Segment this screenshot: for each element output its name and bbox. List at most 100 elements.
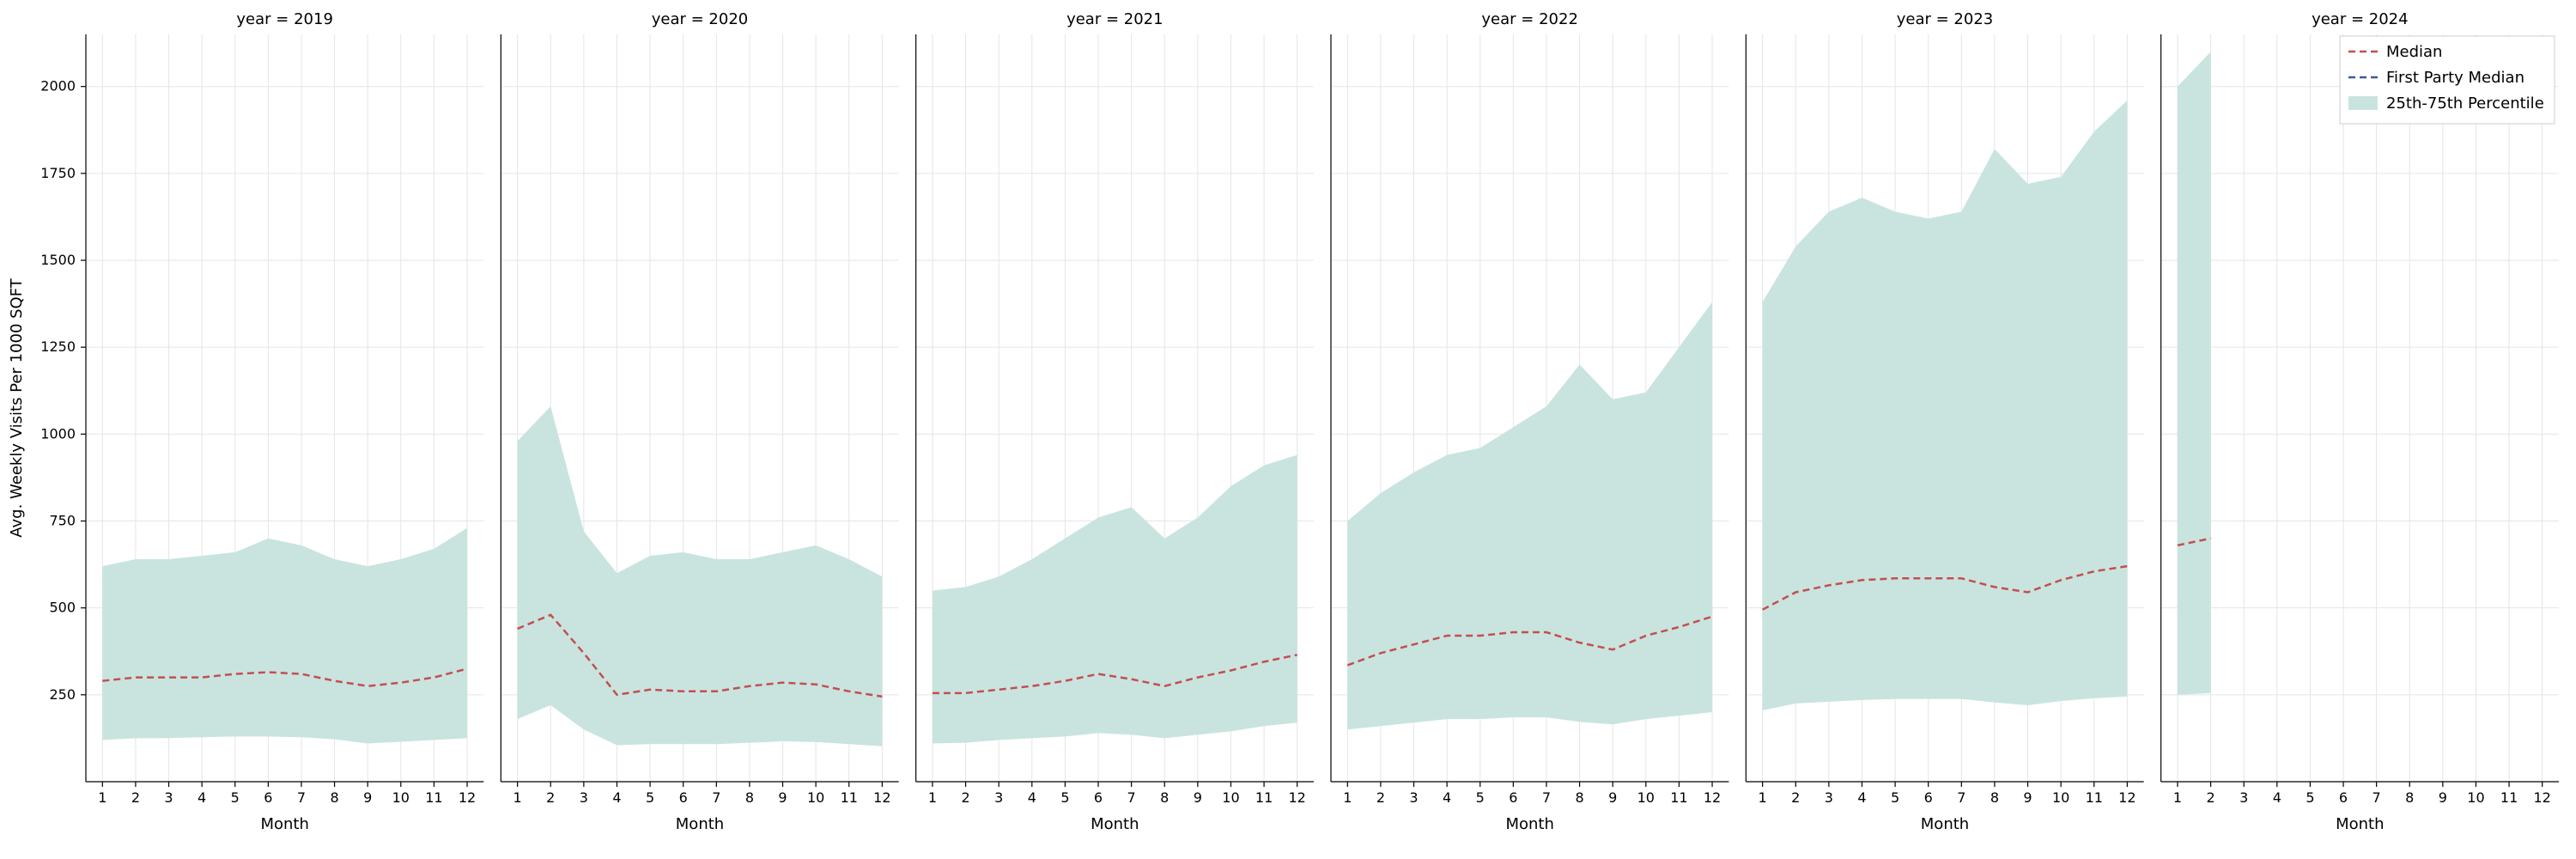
x-tick-label: 9 <box>1608 789 1617 806</box>
panel-0: 1234567891011122505007501000125015001750… <box>40 10 483 833</box>
x-tick-label: 10 <box>392 789 410 806</box>
iqr-band <box>933 455 1297 744</box>
x-axis-label: Month <box>2336 815 2384 833</box>
x-tick-label: 5 <box>231 789 240 806</box>
x-tick-label: 9 <box>363 789 372 806</box>
legend-label: Median <box>2386 43 2442 61</box>
x-tick-label: 12 <box>1704 789 1721 806</box>
x-tick-label: 6 <box>679 789 688 806</box>
x-tick-label: 1 <box>513 789 522 806</box>
chart-svg: Avg. Weekly Visits Per 1000 SQFT12345678… <box>0 0 2576 859</box>
panel-1: 123456789101112year = 2020Month <box>501 10 898 833</box>
x-tick-label: 4 <box>612 789 621 806</box>
y-tick-label: 2000 <box>40 78 76 94</box>
x-tick-label: 9 <box>2023 789 2032 806</box>
x-tick-label: 7 <box>1957 789 1965 806</box>
x-tick-label: 11 <box>841 789 858 806</box>
iqr-band <box>1763 101 2128 710</box>
x-tick-label: 5 <box>2306 789 2314 806</box>
x-tick-label: 12 <box>2118 789 2136 806</box>
x-tick-label: 10 <box>1222 789 1239 806</box>
x-tick-label: 11 <box>2500 789 2518 806</box>
iqr-band <box>102 528 467 744</box>
chart-container: Avg. Weekly Visits Per 1000 SQFT12345678… <box>0 0 2576 859</box>
legend-swatch-patch <box>2348 96 2378 110</box>
x-tick-label: 1 <box>1343 789 1352 806</box>
legend-label: 25th-75th Percentile <box>2386 94 2544 113</box>
x-tick-label: 5 <box>1891 789 1899 806</box>
y-tick-label: 1500 <box>40 252 76 268</box>
x-tick-label: 10 <box>2467 789 2484 806</box>
x-tick-label: 11 <box>2086 789 2103 806</box>
panel-title: year = 2021 <box>1066 10 1163 28</box>
x-tick-label: 12 <box>459 789 476 806</box>
x-tick-label: 3 <box>2239 789 2248 806</box>
x-tick-label: 1 <box>1759 789 1767 806</box>
panel-title: year = 2023 <box>1897 10 1994 28</box>
x-tick-label: 4 <box>1443 789 1451 806</box>
panel-4: 123456789101112year = 2023Month <box>1746 10 2143 833</box>
x-tick-label: 6 <box>1924 789 1933 806</box>
y-tick-label: 1750 <box>40 165 76 181</box>
iqr-band <box>1347 302 1712 730</box>
x-tick-label: 8 <box>745 789 754 806</box>
x-tick-label: 8 <box>2405 789 2414 806</box>
x-tick-label: 8 <box>1160 789 1169 806</box>
y-tick-label: 1250 <box>40 338 76 355</box>
y-tick-label: 750 <box>49 513 76 529</box>
x-tick-label: 2 <box>961 789 969 806</box>
legend: Median First Party Median 25th-75th Percen… <box>2340 36 2555 124</box>
x-tick-label: 6 <box>1509 789 1517 806</box>
x-tick-label: 3 <box>580 789 588 806</box>
x-tick-label: 3 <box>1409 789 1418 806</box>
panel-3: 123456789101112year = 2022Month <box>1331 10 1728 833</box>
panel-title: year = 2020 <box>652 10 749 28</box>
x-tick-label: 12 <box>1289 789 1306 806</box>
y-tick-label: 1000 <box>40 425 76 442</box>
x-tick-label: 2 <box>131 789 140 806</box>
y-tick-label: 250 <box>49 686 76 703</box>
x-tick-label: 6 <box>2339 789 2348 806</box>
x-axis-label: Month <box>260 815 308 833</box>
iqr-band <box>518 406 883 746</box>
x-tick-label: 11 <box>1255 789 1273 806</box>
x-tick-label: 6 <box>264 789 272 806</box>
panel-title: year = 2019 <box>236 10 333 28</box>
x-tick-label: 7 <box>297 789 306 806</box>
x-tick-label: 2 <box>2206 789 2215 806</box>
x-tick-label: 7 <box>712 789 720 806</box>
x-tick-label: 4 <box>1857 789 1866 806</box>
y-tick-label: 500 <box>49 600 76 616</box>
x-tick-label: 5 <box>1476 789 1485 806</box>
x-tick-label: 8 <box>330 789 338 806</box>
x-tick-label: 5 <box>1060 789 1069 806</box>
x-axis-label: Month <box>1921 815 1969 833</box>
x-tick-label: 12 <box>873 789 890 806</box>
x-tick-label: 6 <box>1094 789 1103 806</box>
x-axis-label: Month <box>1505 815 1553 833</box>
x-tick-label: 1 <box>928 789 937 806</box>
x-tick-label: 3 <box>164 789 173 806</box>
x-tick-label: 8 <box>1990 789 1999 806</box>
x-tick-label: 3 <box>1825 789 1833 806</box>
x-tick-label: 12 <box>2534 789 2551 806</box>
x-tick-label: 10 <box>1637 789 1655 806</box>
x-axis-label: Month <box>1091 815 1139 833</box>
x-tick-label: 4 <box>197 789 206 806</box>
x-tick-label: 9 <box>1194 789 1202 806</box>
x-tick-label: 9 <box>2439 789 2447 806</box>
x-tick-label: 9 <box>778 789 787 806</box>
x-tick-label: 7 <box>1542 789 1551 806</box>
panel-5: 123456789101112year = 2024MonthMedianFir… <box>2161 10 2559 833</box>
x-tick-label: 1 <box>2173 789 2182 806</box>
x-tick-label: 8 <box>1575 789 1583 806</box>
x-tick-label: 7 <box>1127 789 1136 806</box>
y-axis-label: Avg. Weekly Visits Per 1000 SQFT <box>8 277 26 537</box>
x-tick-label: 2 <box>546 789 555 806</box>
x-tick-label: 2 <box>1791 789 1800 806</box>
panel-title: year = 2022 <box>1481 10 1578 28</box>
x-tick-label: 7 <box>2372 789 2381 806</box>
legend-label: First Party Median <box>2386 69 2524 87</box>
iqr-band <box>2178 52 2211 695</box>
x-tick-label: 10 <box>807 789 824 806</box>
